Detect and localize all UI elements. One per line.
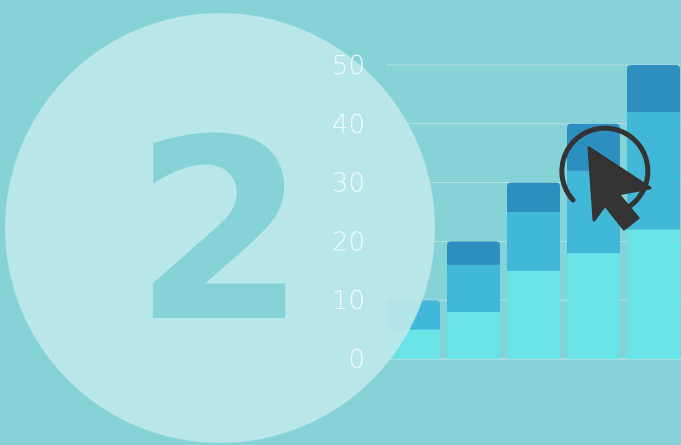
bar-segment [567,253,620,359]
y-tick-label: 50 [332,51,365,81]
mouse-pointer-icon [559,125,652,231]
bar-segment [507,212,560,271]
y-tick-label: 0 [348,345,365,375]
y-axis-tick-labels: 0 10 20 30 40 50 [332,51,365,375]
bar-segment [447,241,500,265]
y-tick-label: 30 [332,169,365,199]
highlight-circle [5,13,435,443]
y-tick-label: 40 [332,110,365,140]
bar-segment [507,270,560,359]
bar-segment [627,65,680,113]
cursor-arrow-icon [587,146,652,231]
step-number: 2 [133,86,307,377]
bar-segment [447,311,500,359]
y-tick-label: 10 [332,286,365,316]
bar-segment [447,264,500,312]
bar-segment [627,112,680,230]
bar-segment [507,182,560,212]
y-tick-label: 20 [332,227,365,257]
bar-segment [627,229,680,359]
